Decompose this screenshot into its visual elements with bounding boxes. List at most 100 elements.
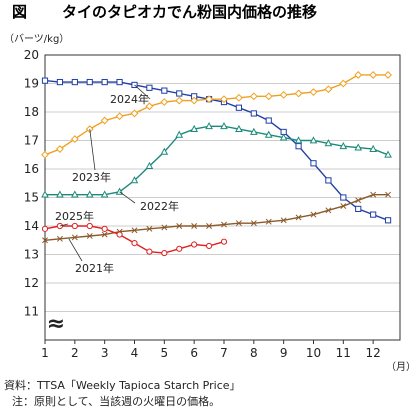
- data-point: [160, 98, 169, 106]
- data-point: [115, 112, 124, 121]
- data-point: [191, 223, 198, 229]
- data-point: [85, 190, 94, 198]
- data-point: [41, 190, 49, 198]
- data-point: [146, 225, 153, 232]
- x-tick-label: 6: [190, 346, 198, 360]
- data-point: [384, 150, 392, 158]
- x-tick-label: 4: [131, 346, 139, 360]
- data-point: [86, 222, 93, 230]
- data-point: [220, 238, 228, 245]
- data-point: [145, 161, 154, 170]
- data-point: [101, 225, 108, 232]
- x-tick-label: 9: [280, 346, 288, 360]
- data-point: [339, 141, 348, 150]
- data-point: [130, 109, 139, 118]
- data-point: [324, 85, 333, 94]
- series-2025年: [41, 222, 228, 257]
- data-point: [175, 96, 184, 105]
- data-point: [369, 144, 377, 152]
- x-tick-label: 2: [71, 346, 79, 360]
- y-tick-label: 17: [24, 134, 39, 148]
- data-point: [176, 223, 183, 229]
- data-point: [235, 220, 242, 227]
- data-point: [370, 191, 377, 198]
- data-point: [86, 233, 93, 239]
- annotation-leader: [119, 191, 136, 204]
- y-axis: 11 12 13 14 15 16 17 18 19 20 ≈: [24, 48, 66, 336]
- data-point: [130, 176, 139, 184]
- data-point: [175, 130, 184, 138]
- data-point: [101, 78, 108, 86]
- data-point: [146, 84, 153, 91]
- data-point: [206, 223, 213, 229]
- data-point: [355, 197, 362, 204]
- data-point: [70, 135, 79, 143]
- series-line: [45, 125, 389, 196]
- data-point: [191, 241, 198, 248]
- footnote: 注：原則として、当該週の火曜日の価格。: [12, 394, 220, 408]
- data-point: [56, 145, 64, 153]
- data-point: [161, 87, 168, 94]
- source-note: 資料：TTSA「Weekly Tapioca Starch Price」: [4, 378, 241, 392]
- series-layer: [41, 71, 392, 257]
- annotation-label: 2024年: [110, 92, 149, 106]
- y-tick-label: 11: [24, 305, 39, 319]
- data-point: [310, 211, 317, 218]
- data-point: [161, 224, 168, 231]
- x-tick-label: 11: [336, 346, 351, 360]
- data-point: [339, 79, 348, 88]
- data-point: [190, 96, 199, 105]
- data-point: [41, 150, 49, 159]
- data-point: [279, 90, 288, 99]
- data-point: [250, 220, 257, 227]
- data-point: [264, 92, 273, 101]
- annotation-layer: 2024年 2023年 2022年 2025年 2021年: [55, 84, 179, 275]
- annotation-leader: [68, 238, 83, 262]
- data-point: [71, 234, 78, 241]
- data-point: [116, 78, 123, 86]
- data-point: [161, 249, 168, 257]
- data-point: [71, 222, 78, 230]
- data-point: [264, 130, 273, 138]
- data-point: [325, 177, 332, 184]
- data-point: [369, 71, 378, 79]
- x-tick-label: 8: [250, 346, 258, 360]
- data-point: [340, 194, 347, 201]
- x-tick-label: 7: [220, 346, 228, 360]
- grid: [45, 83, 400, 312]
- data-point: [221, 221, 227, 228]
- x-tick-label: 5: [161, 346, 169, 360]
- data-point: [190, 124, 198, 132]
- annotation-label: 2021年: [75, 261, 114, 275]
- y-axis-unit: （バーツ/kg）: [4, 33, 69, 45]
- data-point: [71, 78, 78, 86]
- data-point: [295, 143, 302, 150]
- data-point: [56, 235, 63, 242]
- data-point: [235, 124, 243, 132]
- data-point: [265, 218, 272, 225]
- data-point: [146, 248, 153, 255]
- data-point: [354, 143, 363, 151]
- data-point: [294, 136, 303, 144]
- chart-title: タイのタピオカでん粉国内価格の推移: [62, 3, 317, 21]
- series-line: [44, 193, 389, 241]
- data-point: [310, 160, 317, 167]
- y-tick-label: 14: [24, 219, 39, 233]
- data-point: [205, 121, 213, 130]
- data-point: [205, 242, 213, 250]
- data-point: [249, 92, 258, 101]
- data-point: [249, 127, 258, 135]
- data-point: [41, 77, 49, 84]
- data-point: [131, 240, 138, 247]
- data-point: [160, 147, 169, 155]
- x-tick-label: 1: [41, 346, 49, 360]
- x-axis-unit: （月）: [386, 361, 416, 373]
- y-tick-label: 15: [24, 191, 39, 205]
- x-axis: 1 2 3 4 5 6 7 8 9 10 11 12: [41, 340, 381, 360]
- data-point: [325, 207, 332, 214]
- data-point: [101, 231, 108, 238]
- data-point: [145, 102, 154, 111]
- annotation-label: 2023年: [72, 170, 111, 184]
- axis-break-icon: ≈: [47, 311, 65, 336]
